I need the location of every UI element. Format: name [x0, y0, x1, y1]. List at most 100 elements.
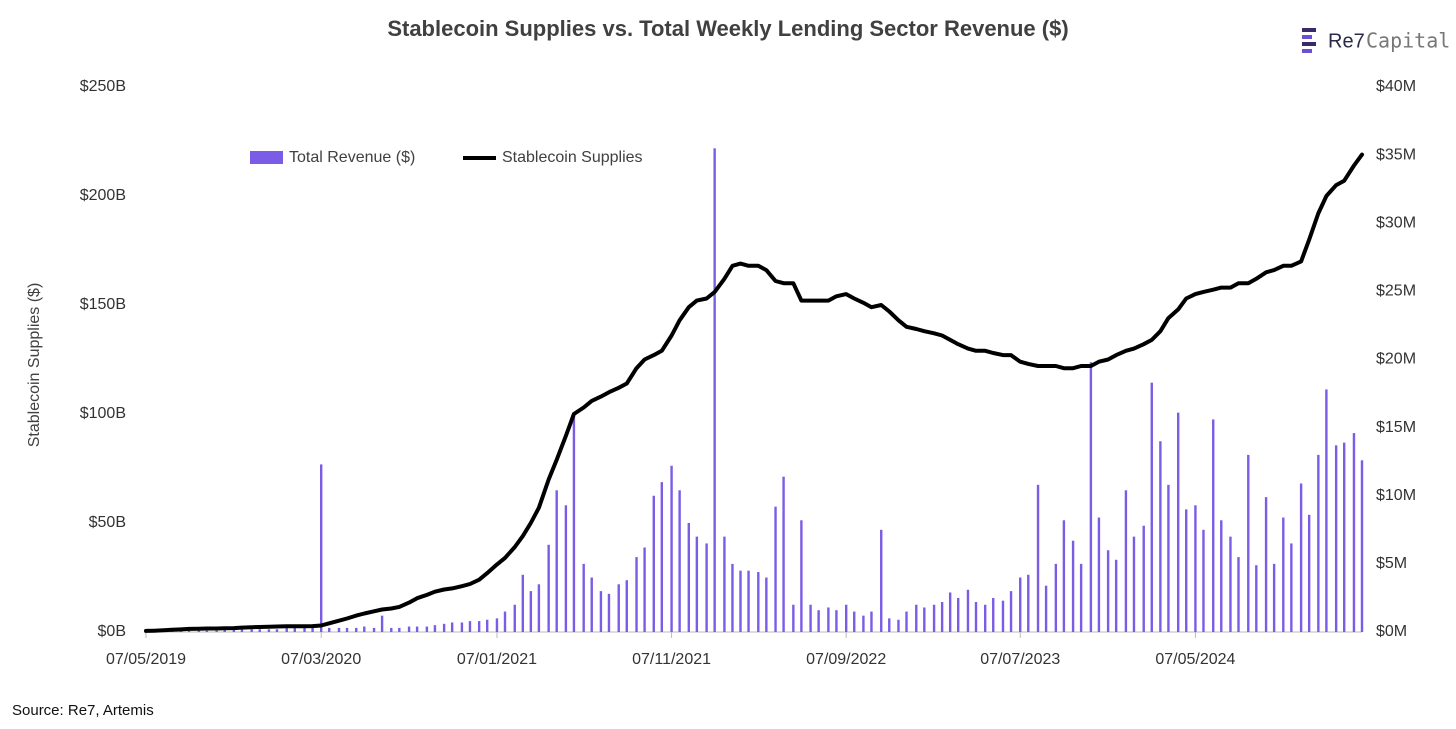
y2-tick-label: $30M: [1376, 214, 1416, 231]
bar: [1097, 517, 1101, 632]
bar: [617, 584, 620, 632]
y-axis-label: Stablecoin Supplies ($): [26, 283, 43, 448]
y2-tick-label: $20M: [1376, 351, 1416, 368]
bar: [880, 529, 883, 632]
bar: [966, 589, 970, 632]
bar: [1019, 577, 1022, 632]
bar: [1229, 536, 1232, 632]
bar: [311, 627, 314, 632]
bar: [1142, 525, 1145, 632]
bar: [529, 591, 533, 632]
bar: [905, 611, 908, 632]
bar: [774, 506, 777, 632]
bar: [635, 557, 638, 632]
bar-series: [144, 148, 1364, 632]
bar: [319, 464, 323, 632]
bar: [739, 570, 742, 632]
bar: [337, 627, 341, 632]
bar: [380, 615, 384, 632]
bar: [495, 618, 499, 632]
bar: [1009, 591, 1013, 632]
bar: [1071, 540, 1075, 632]
bar: [1307, 514, 1311, 632]
bar: [660, 482, 664, 632]
bar: [713, 148, 716, 632]
bar: [1325, 389, 1328, 632]
y-tick-label: $250B: [80, 78, 126, 95]
bar: [1272, 563, 1276, 632]
logo-brand: Re7: [1328, 30, 1365, 52]
x-tick-label: 07/05/2019: [106, 651, 186, 668]
bar: [275, 629, 279, 632]
bar: [582, 563, 585, 632]
bar: [258, 629, 261, 632]
legend: Total Revenue ($) Stablecoin Supplies: [250, 149, 643, 166]
logo-suffix: Capital: [1366, 29, 1450, 53]
bar: [1342, 442, 1346, 632]
bar: [240, 629, 244, 632]
bar: [731, 563, 734, 632]
bar: [817, 610, 820, 632]
bar: [607, 593, 611, 632]
bar: [187, 630, 191, 632]
bar: [1247, 454, 1250, 632]
bar: [1185, 509, 1188, 632]
bar: [477, 621, 481, 632]
bar: [1089, 362, 1093, 632]
bar: [1202, 529, 1205, 632]
bar: [433, 625, 437, 632]
bar: [643, 547, 646, 632]
bar: [1001, 600, 1005, 632]
bar: [1352, 433, 1356, 632]
bar: [232, 629, 236, 632]
bar: [590, 577, 593, 632]
bar: [1124, 490, 1128, 632]
bar: [1317, 454, 1320, 632]
bar: [687, 523, 691, 632]
legend-label: Total Revenue ($): [289, 149, 415, 166]
bar: [1106, 550, 1110, 632]
y-tick-label: $0B: [98, 623, 126, 640]
y-tick-label: $200B: [80, 187, 126, 204]
bar: [1062, 520, 1066, 632]
bar: [555, 490, 558, 632]
bar: [537, 584, 541, 632]
bar: [1255, 565, 1258, 632]
bar: [1264, 497, 1268, 632]
bar: [267, 629, 271, 632]
x-tick-label: 07/11/2021: [632, 651, 711, 668]
bar: [1132, 536, 1136, 632]
bar: [513, 604, 516, 632]
bar: [956, 597, 960, 632]
bar: [572, 414, 576, 632]
bar: [363, 626, 366, 632]
bar: [652, 495, 655, 632]
bar: [1167, 484, 1170, 632]
y-tick-label: $50B: [89, 514, 126, 531]
bar: [983, 604, 987, 632]
bar: [547, 544, 550, 632]
bar: [205, 630, 209, 632]
y2-tick-label: $35M: [1376, 146, 1416, 163]
bar: [1360, 460, 1364, 632]
bar: [670, 465, 673, 632]
x-tick-label: 07/09/2022: [806, 651, 886, 668]
bar: [1220, 520, 1223, 632]
bar: [844, 604, 848, 632]
logo: Re7 Capital: [1302, 28, 1450, 53]
bar: [345, 627, 349, 632]
bar: [1299, 483, 1303, 632]
bar: [992, 597, 995, 632]
bar: [468, 621, 472, 632]
bar: [923, 607, 926, 632]
bar: [503, 611, 507, 632]
source: Source: Re7, Artemis: [12, 702, 154, 719]
y2-tick-label: $25M: [1376, 283, 1416, 300]
bar: [835, 610, 838, 632]
bar: [827, 607, 830, 632]
bar: [1114, 559, 1118, 632]
bar: [1176, 412, 1180, 632]
x-tick-label: 07/03/2020: [281, 651, 361, 668]
y2-tick-label: $40M: [1376, 78, 1416, 95]
